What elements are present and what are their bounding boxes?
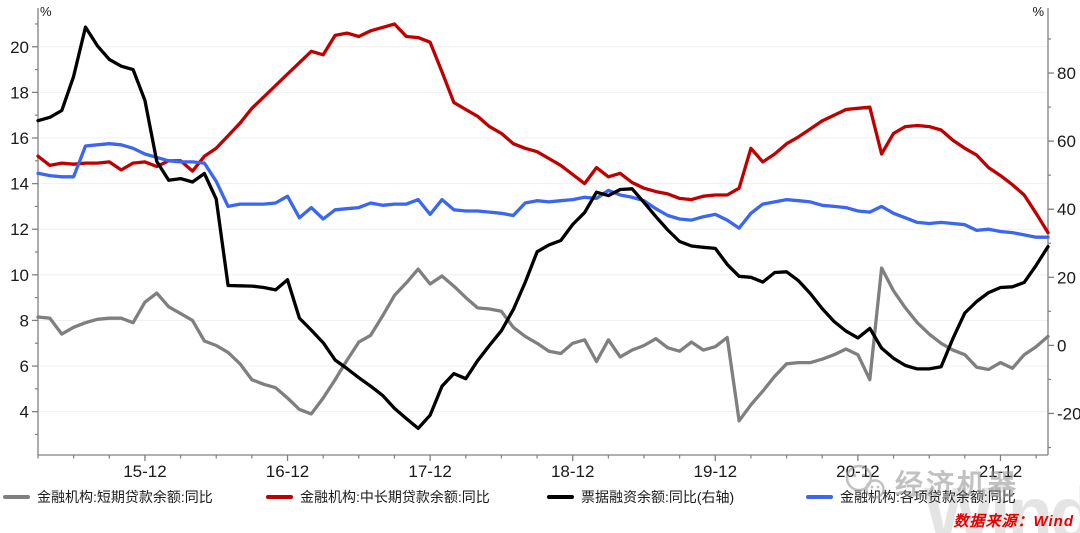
left-axis-tick-label: 12 <box>10 220 29 239</box>
right-axis-tick-label: 0 <box>1057 336 1066 355</box>
right-axis-tick-label: 20 <box>1057 268 1076 287</box>
wind-watermark: Wind <box>923 472 1080 533</box>
right-axis-tick-label: 40 <box>1057 200 1076 219</box>
right-axis-tick-label: 60 <box>1057 132 1076 151</box>
left-axis-tick-label: 18 <box>10 83 29 102</box>
series-line-2 <box>36 25 1050 431</box>
legend-label: 金融机构:各项贷款余额:同比 <box>840 489 1016 505</box>
axes-spines <box>37 8 1049 456</box>
legend-swatch-blue <box>806 495 833 499</box>
right-axis-unit: % <box>1032 4 1044 19</box>
gridlines <box>38 46 1048 413</box>
x-axis-tick-label: 19-12 <box>694 462 737 481</box>
x-axis-tick-label: 17-12 <box>408 462 451 481</box>
legend-swatch-black <box>547 495 574 499</box>
left-axis-unit: % <box>40 4 52 19</box>
x-axis-tick-label: 15-12 <box>123 462 166 481</box>
left-axis-tick-label: 4 <box>20 403 29 422</box>
right-axis-tick-label: -20 <box>1057 404 1080 423</box>
x-axis-tick-label: 16-12 <box>266 462 309 481</box>
left-axis-tick-label: 16 <box>10 129 29 148</box>
x-axis: 15-12 16-12 17-12 18-12 19-12 20-12 21-12 <box>37 455 1037 481</box>
series-line-1 <box>36 22 1050 235</box>
legend-swatch-red <box>266 495 293 499</box>
legend-label: 金融机构:短期贷款余额:同比 <box>37 489 213 505</box>
legend-item-total-loans: 金融机构:各项贷款余额:同比 <box>806 487 1016 507</box>
left-axis: 4 6 8 10 12 14 16 18 20% <box>10 4 52 436</box>
series-line-3 <box>36 142 1050 239</box>
left-axis-tick-label: 10 <box>10 266 29 285</box>
series-line-0 <box>36 266 1050 423</box>
data-source-note: 数据来源：Wind <box>953 513 1074 530</box>
right-axis: -20 0 20 40 60 80% <box>1032 4 1080 449</box>
legend-item-medium-long-term-loans: 金融机构:中长期贷款余额:同比 <box>266 487 490 507</box>
left-axis-tick-label: 14 <box>10 175 29 194</box>
legend-swatch-gray <box>3 495 30 499</box>
left-axis-tick-label: 6 <box>20 357 29 376</box>
right-axis-tick-label: 80 <box>1057 64 1076 83</box>
legend-item-bill-financing: 票据融资余额:同比(右轴) <box>547 487 734 507</box>
legend-item-short-term-loans: 金融机构:短期贷款余额:同比 <box>3 487 213 507</box>
legend-label: 金融机构:中长期贷款余额:同比 <box>300 489 490 505</box>
x-axis-tick-label: 18-12 <box>551 462 594 481</box>
x-axis-tick-label: 20-12 <box>836 462 879 481</box>
x-axis-tick-label: 21-12 <box>979 462 1022 481</box>
left-axis-tick-label: 8 <box>20 311 29 330</box>
legend-label: 票据融资余额:同比(右轴) <box>581 489 735 505</box>
left-axis-tick-label: 20 <box>10 38 29 57</box>
